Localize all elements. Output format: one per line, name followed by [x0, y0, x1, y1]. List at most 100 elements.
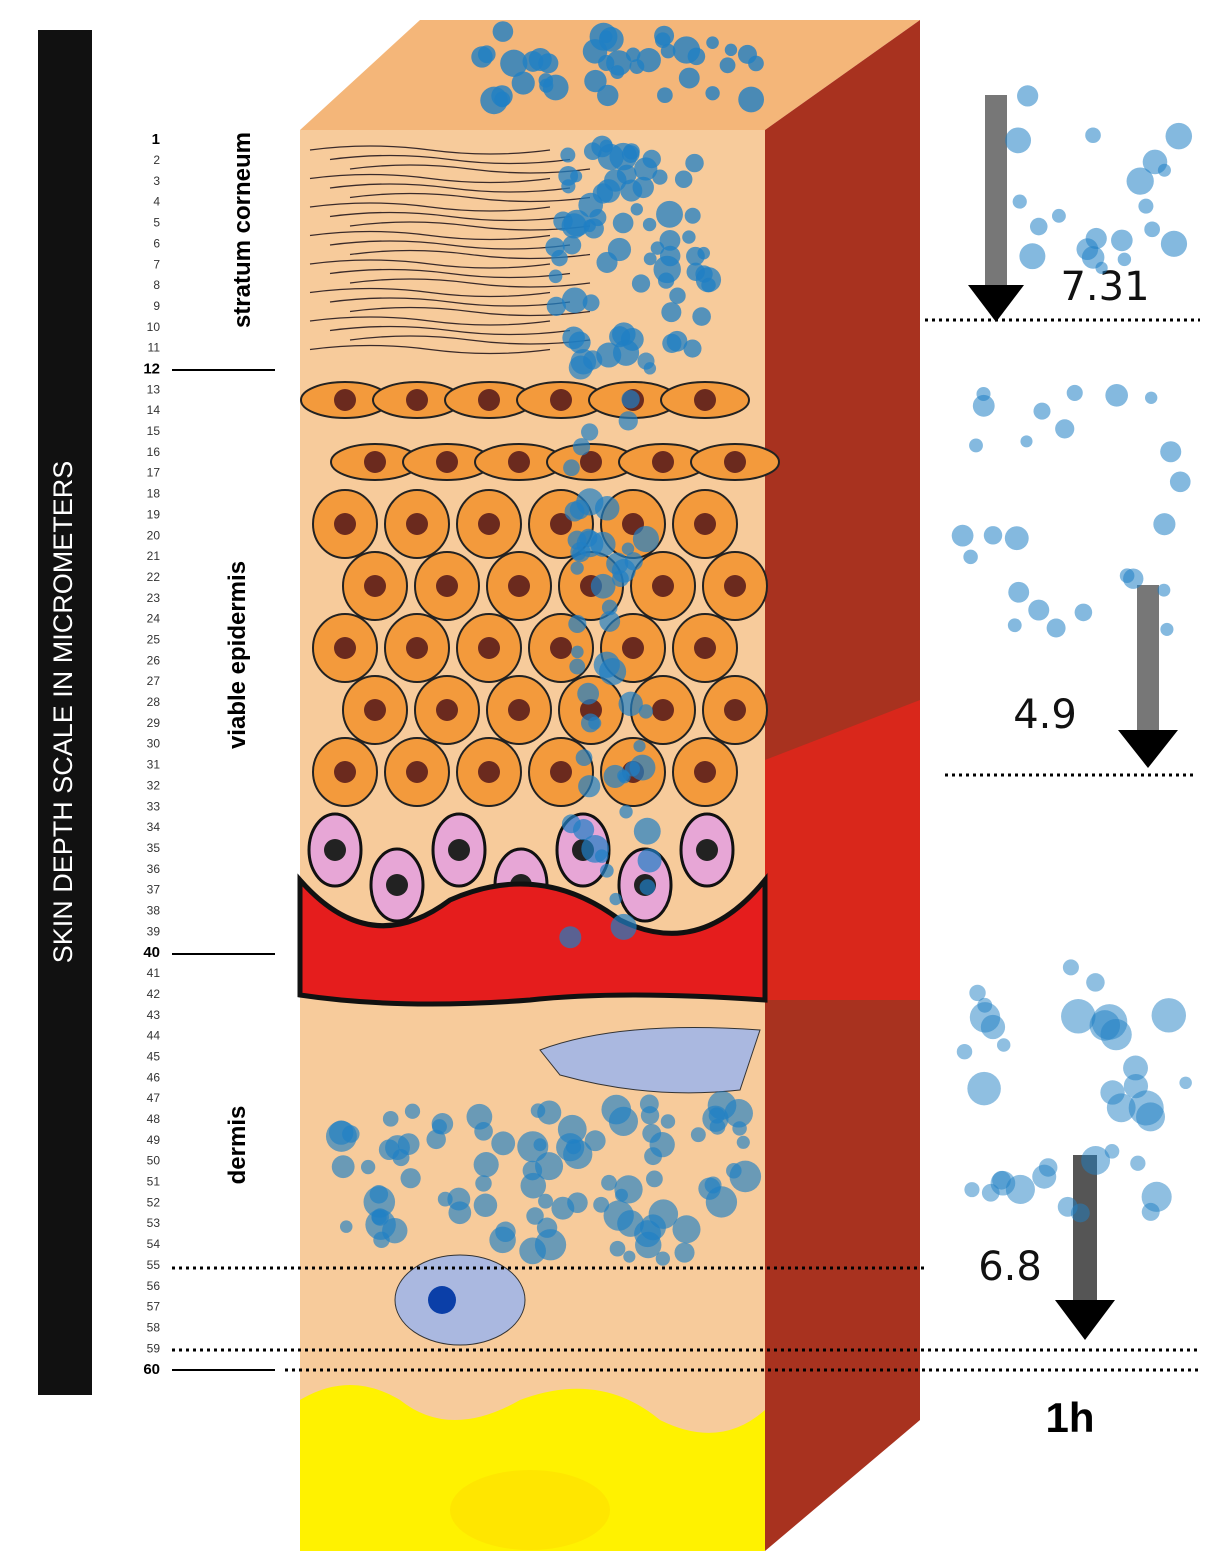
depth-tick: 9	[153, 299, 160, 313]
particle	[612, 212, 634, 234]
particle	[598, 27, 624, 52]
particle	[682, 230, 696, 244]
nucleus	[652, 699, 674, 721]
particle	[645, 1170, 663, 1188]
particle	[1160, 441, 1182, 463]
particle	[578, 775, 601, 798]
particle	[373, 1231, 390, 1249]
scale-title: SKIN DEPTH SCALE IN MICROMETERS	[48, 461, 78, 964]
particle	[662, 333, 682, 354]
particle	[659, 229, 681, 251]
depth-tick: 47	[147, 1091, 161, 1105]
particle	[685, 153, 704, 173]
particle	[617, 769, 630, 782]
particle	[342, 1125, 360, 1143]
depth-tick: 30	[147, 737, 161, 751]
particle	[538, 1193, 553, 1209]
depth-tick: 41	[147, 966, 161, 980]
particle	[1055, 419, 1075, 439]
particle	[1160, 622, 1174, 636]
particle	[1033, 402, 1051, 420]
depth-tick: 26	[147, 653, 161, 667]
nucleus	[436, 575, 458, 597]
particle	[339, 1220, 353, 1233]
particle	[584, 69, 607, 93]
fiber	[329, 154, 571, 165]
particle	[729, 1160, 762, 1193]
particle	[473, 1193, 498, 1218]
particle	[601, 1094, 632, 1125]
depth-tick: 25	[147, 633, 161, 647]
particle	[400, 1168, 421, 1189]
particle	[618, 411, 638, 431]
particle	[619, 805, 633, 819]
particle	[1028, 599, 1050, 621]
particle	[642, 217, 657, 232]
nucleus	[406, 513, 428, 535]
depth-tick: 20	[147, 528, 161, 542]
fiber	[309, 316, 551, 326]
particle	[363, 1186, 396, 1218]
particle	[1126, 167, 1154, 195]
particle	[624, 552, 643, 571]
rate-label: 6.8	[978, 1244, 1042, 1290]
particle	[1117, 252, 1132, 267]
particle	[657, 87, 673, 104]
fiber	[309, 202, 551, 212]
particle	[551, 1196, 575, 1220]
particle	[618, 691, 643, 717]
layer-label: stratum corneum	[229, 132, 256, 328]
particle	[1179, 1076, 1192, 1090]
nucleus	[652, 451, 674, 473]
nucleus	[448, 839, 470, 861]
nucleus	[436, 451, 458, 473]
particle	[615, 1188, 628, 1202]
particle	[692, 307, 711, 326]
nucleus	[478, 761, 500, 783]
depth-tick: 50	[147, 1154, 161, 1168]
particle	[969, 438, 983, 453]
nucleus	[334, 389, 356, 411]
depth-tick: 40	[143, 944, 160, 961]
particle	[1051, 208, 1066, 223]
particle	[581, 423, 599, 441]
depth-tick: 1	[152, 131, 160, 148]
particle	[580, 713, 600, 733]
particle	[492, 21, 514, 42]
nucleus	[694, 637, 716, 659]
particle	[1004, 526, 1029, 551]
particle	[562, 235, 582, 255]
particle	[669, 287, 686, 304]
nucleus	[334, 513, 356, 535]
nucleus	[652, 575, 674, 597]
particle	[983, 526, 1003, 545]
particle	[495, 1221, 516, 1242]
particle	[528, 48, 552, 72]
particle	[475, 1175, 492, 1192]
depth-tick: 16	[147, 445, 161, 459]
fiber	[309, 230, 551, 241]
particle	[569, 499, 590, 520]
particle	[545, 237, 565, 257]
particle	[637, 352, 655, 370]
particle	[592, 183, 614, 204]
particle	[1062, 959, 1079, 976]
dermis-cell	[539, 1027, 761, 1094]
particle	[1029, 217, 1048, 236]
particle	[1085, 227, 1107, 250]
particle	[1138, 198, 1154, 214]
nucleus	[364, 451, 386, 473]
nucleus	[478, 637, 500, 659]
particle	[695, 265, 713, 283]
particle	[572, 438, 591, 456]
particle	[1019, 243, 1046, 270]
particle	[596, 251, 618, 273]
particle	[530, 1103, 546, 1118]
particle	[672, 1215, 701, 1244]
depth-tick: 22	[147, 570, 161, 584]
depth-tick: 11	[148, 341, 161, 355]
particle	[599, 139, 613, 153]
particle	[568, 355, 593, 380]
depth-tick: 14	[147, 403, 161, 417]
